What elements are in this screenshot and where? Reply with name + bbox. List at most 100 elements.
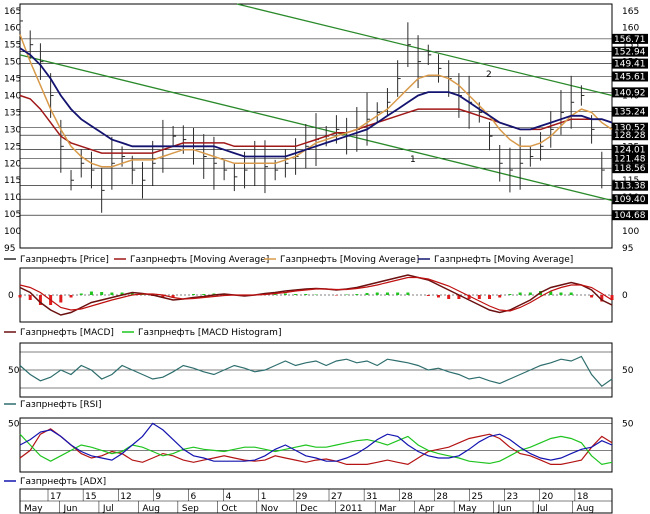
macd-histogram-bar [304,294,308,295]
date-day-tick: 4 [226,492,232,502]
date-month-tick: Oct [221,504,237,514]
date-day-tick: 25 [472,492,483,502]
price-box-label: 124.01 [614,146,646,156]
date-day-tick: 18 [577,492,589,502]
macd-histogram-bar [396,292,400,295]
price-ytick-left: 135 [4,108,21,118]
legend-item: Газпрнефть [RSI] [20,400,102,410]
macd-histogram-bar [610,295,614,300]
macd-histogram-bar [273,294,277,295]
legend-item: Газпрнефть [MACD Histogram] [138,328,281,338]
macd-histogram-bar [426,295,430,296]
price-ytick-left: 165 [4,7,21,17]
price-box [612,122,648,133]
price-box [612,106,648,117]
date-month-tick: May [24,504,43,514]
price-box [612,144,648,155]
date-month-tick: Dec [300,504,317,514]
price-box-label: 156.71 [614,35,646,45]
adx-ytick-right: 50 [622,419,634,429]
macd-histogram-bar [161,295,165,298]
date-month-tick: Aug [577,504,595,514]
macd-histogram-bar [355,294,359,295]
macd-histogram-bar [600,295,604,302]
macd-histogram-bar [120,292,124,295]
macd-histogram-bar [18,295,22,298]
price-ytick-left: 130 [4,125,21,135]
legend-item: Газпрнефть [MACD] [20,328,114,338]
macd-histogram-bar [59,295,63,303]
macd-histogram-bar [498,295,502,298]
macd-histogram-bar [375,292,379,295]
macd-histogram-bar [477,295,481,299]
date-month-tick: Apr [419,504,435,514]
legend-item: Газпрнефть [Moving Average] [280,255,419,265]
price-box [612,194,648,205]
legend-item: Газпрнефть [Moving Average] [130,255,269,265]
price-ytick-left: 95 [4,244,15,254]
date-day-tick: 29 [296,492,308,502]
date-day-tick: 1 [261,492,267,502]
macd-histogram-bar [89,291,93,295]
macd-histogram-bar [569,292,573,295]
rsi-ytick-left: 50 [8,366,20,376]
date-day-tick: 17 [50,492,61,502]
price-box-label: 152.94 [614,48,646,58]
macd-ytick-left: 0 [8,291,14,301]
channel-label-2: 2 [486,70,492,80]
date-month-tick: Aug [142,504,160,514]
price-box [612,153,648,164]
price-ytick-left: 120 [4,159,21,169]
macd-histogram-bar [79,293,83,295]
macd-histogram-bar [283,293,287,295]
macd-histogram-bar [294,294,298,295]
date-month-tick: May [458,504,477,514]
macd-histogram-bar [436,295,440,298]
macd-histogram-bar [202,294,206,295]
date-day-tick: 9 [155,492,161,502]
date-month-tick: Sep [182,504,199,514]
price-ytick-right: 165 [622,7,639,17]
macd-histogram-bar [365,293,369,295]
legend-item: Газпрнефть [Price] [20,255,109,265]
date-month-tick: Nov [261,504,279,514]
date-month-tick: 2011 [340,504,363,514]
adx-ytick-left: 50 [8,419,20,429]
date-day-tick: 28 [436,492,448,502]
legend-item: Газпрнефть [ADX] [20,477,106,487]
price-box [612,33,648,44]
price-box [612,163,648,174]
macd-histogram-bar [334,295,338,296]
macd-histogram-bar [140,294,144,295]
rsi-line [19,355,613,388]
date-day-tick: 27 [331,492,342,502]
date-day-tick: 12 [120,492,131,502]
price-box-label: 118.56 [614,164,646,174]
price-box [612,130,648,141]
price-ytick-left: 100 [4,227,21,237]
macd-histogram-bar [518,292,522,295]
price-box [612,46,648,57]
price-box-label: 149.41 [614,60,646,70]
macd-histogram-bar [171,295,175,298]
price-ytick-right: 155 [622,41,639,51]
macd-histogram-bar [508,294,512,295]
macd-signal-line [19,276,613,312]
price-box-label: 121.48 [614,154,646,164]
price-box-label: 113.38 [614,182,646,192]
macd-histogram-bar [345,294,349,295]
price-ytick-right: 100 [622,227,639,237]
macd-histogram-bar [528,292,532,295]
price-box [612,210,648,221]
price-ytick-left: 105 [4,210,21,220]
date-month-tick: Jul [102,504,114,514]
legend-item: Газпрнефть [Moving Average] [434,255,573,265]
date-day-tick: 23 [507,492,518,502]
macd-histogram-bar [130,292,134,295]
macd-ytick-right: 0 [622,291,628,301]
price-ytick-left: 160 [4,24,21,34]
date-day-tick: 6 [191,492,197,502]
date-month-tick: Mar [379,504,396,514]
macd-histogram-bar [38,295,42,305]
